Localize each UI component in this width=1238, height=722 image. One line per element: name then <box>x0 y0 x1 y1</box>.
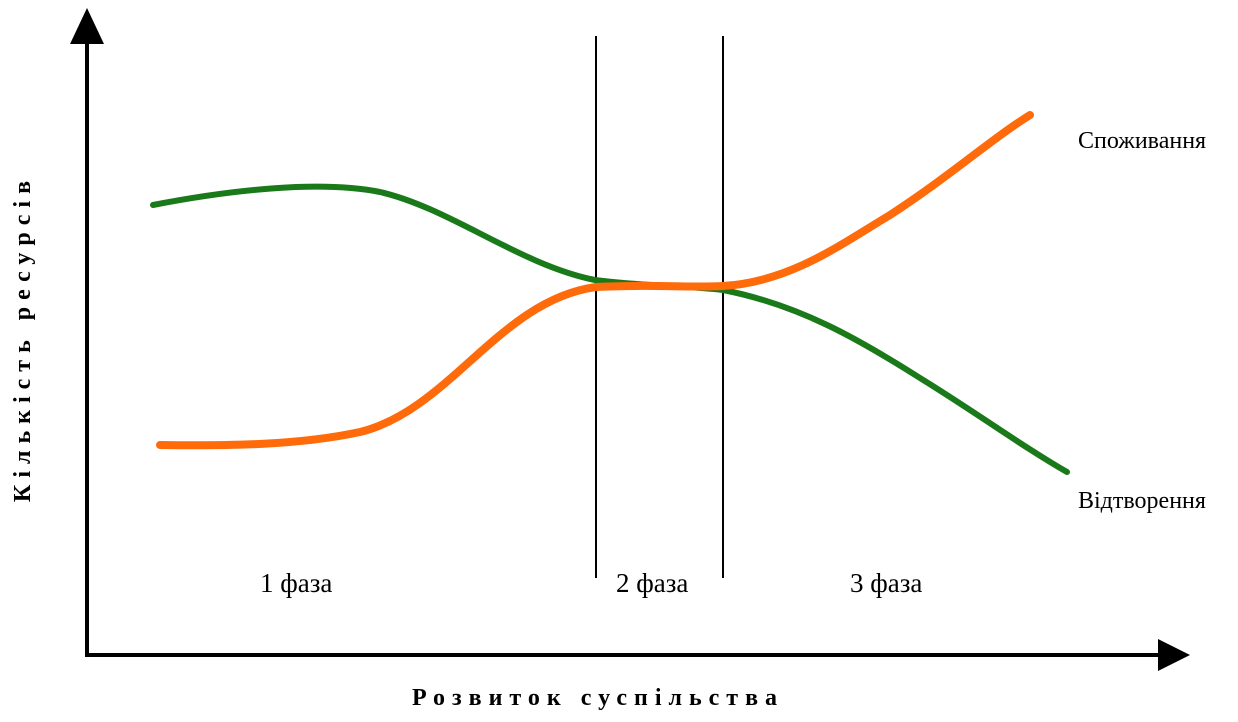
y-axis-title: Кількість ресурсів <box>10 174 36 502</box>
x-axis-arrow <box>1158 639 1190 671</box>
phase-2-label: 2 фаза <box>616 568 688 598</box>
x-axis-title: Розвиток суспільства <box>412 685 784 711</box>
phase-3-label: 3 фаза <box>850 568 922 598</box>
reproduction-label: Відтворення <box>1078 488 1206 514</box>
y-axis-arrow <box>70 8 104 44</box>
consumption-curve <box>156 111 1034 450</box>
phase-1-label: 1 фаза <box>260 568 332 598</box>
consumption-label: Споживання <box>1078 128 1206 154</box>
reproduction-curve <box>150 183 1070 475</box>
